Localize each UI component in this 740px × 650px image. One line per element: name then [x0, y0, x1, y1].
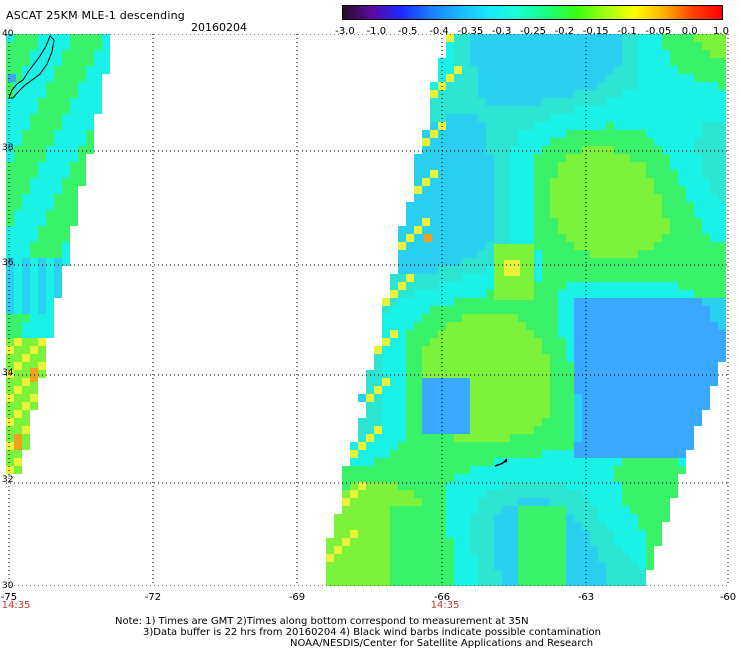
swath-map [6, 34, 730, 586]
colorbar-tick: -0.3 [491, 26, 512, 37]
lat-label-36: 36 [2, 258, 14, 268]
colorbar-tick: -0.2 [554, 26, 575, 37]
time-label-left: 14:35 [1, 600, 31, 611]
product-title: ASCAT 25KM MLE-1 descending [6, 9, 185, 22]
lon-label-75: -75 [0, 592, 18, 603]
swath-cells [6, 34, 726, 586]
colorbar-tick: -0.4 [429, 26, 449, 37]
note-line-2: 3)Data buffer is 22 hrs from 20160204 4)… [143, 627, 601, 638]
coastline [8, 35, 55, 99]
lon-label-63: -63 [577, 592, 595, 603]
colorbar-tick: 0.0 [681, 26, 698, 37]
colorbar-tick: -3.0 [335, 26, 355, 37]
lat-label-40: 40 [2, 29, 14, 39]
colorbar [342, 5, 723, 20]
lat-label-38: 38 [2, 143, 14, 153]
colorbar-tick: -1.0 [366, 26, 387, 37]
graticule [6, 34, 730, 586]
colorbar-tick: -0.25 [520, 26, 546, 37]
colorbar-tick: -0.15 [582, 26, 609, 37]
wind-barb [494, 458, 508, 467]
colorbar-tick: 1.0 [713, 26, 729, 37]
note-line-3: NOAA/NESDIS/Center for Satellite Applica… [290, 638, 594, 649]
lon-label-72: -72 [144, 592, 162, 603]
lat-label-34: 34 [2, 368, 14, 378]
product-date: 20160204 [191, 21, 247, 34]
note-line-1: Note: 1) Times are GMT 2)Times along bot… [115, 616, 529, 627]
time-label-right: 14:35 [430, 600, 460, 611]
colorbar-tick: -0.1 [617, 26, 637, 37]
colorbar-tick: -0.5 [397, 26, 418, 37]
lat-label-30: 30 [2, 581, 14, 591]
lon-label-69: -69 [288, 592, 306, 603]
lon-label-66: -66 [433, 592, 451, 603]
lat-label-32: 32 [2, 475, 14, 485]
colorbar-tick: -0.05 [645, 26, 672, 37]
lon-label-60: -60 [719, 592, 737, 603]
colorbar-tick: -0.35 [457, 26, 484, 37]
